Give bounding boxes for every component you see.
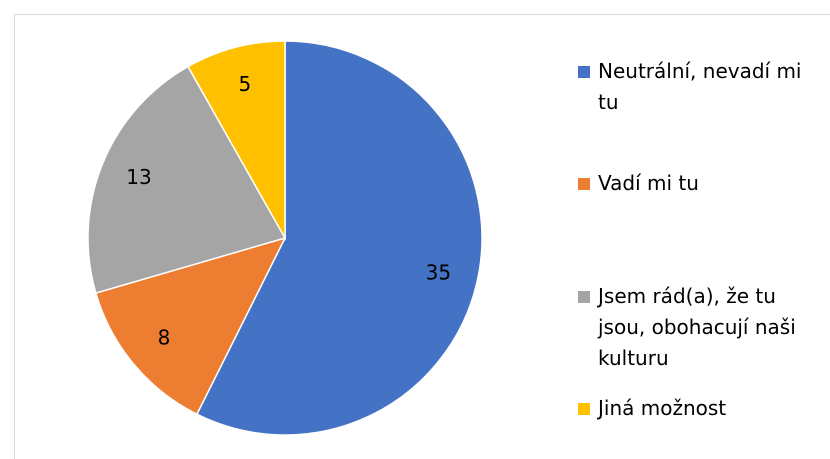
chart-frame bbox=[14, 14, 830, 459]
legend-swatch bbox=[578, 178, 590, 190]
pie-slice bbox=[186, 40, 286, 241]
pie-slice bbox=[195, 40, 483, 436]
pie-slice bbox=[94, 236, 287, 416]
legend-label: Jiná možnost bbox=[598, 396, 727, 420]
legend-swatch bbox=[578, 291, 590, 303]
legend-item: Vadí mi tu bbox=[572, 168, 812, 199]
data-label: 5 bbox=[238, 72, 251, 96]
legend-item: Neutrální, nevadí mi tu bbox=[572, 56, 812, 118]
data-label: 13 bbox=[126, 165, 151, 189]
legend-swatch bbox=[578, 66, 590, 78]
data-label: 8 bbox=[158, 325, 171, 349]
legend-swatch bbox=[578, 403, 590, 415]
legend-label: Jsem rád(a), že tu jsou, obohacují naši … bbox=[598, 284, 796, 370]
legend-item: Jsem rád(a), že tu jsou, obohacují naši … bbox=[572, 281, 812, 374]
legend-item: Jiná možnost bbox=[572, 393, 812, 424]
legend-label: Vadí mi tu bbox=[598, 171, 699, 195]
data-label: 35 bbox=[426, 261, 451, 285]
pie-slice bbox=[87, 65, 287, 294]
legend-label: Neutrální, nevadí mi tu bbox=[598, 59, 802, 114]
